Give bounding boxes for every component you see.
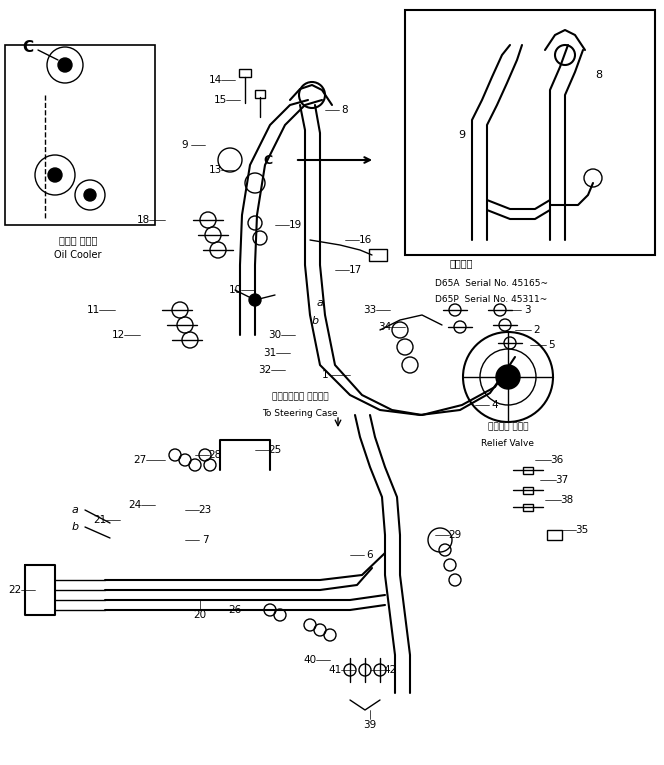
Text: 13: 13 (208, 165, 222, 175)
Text: 21: 21 (94, 515, 107, 525)
Bar (369, 249, 387, 261)
Text: 31: 31 (264, 348, 277, 358)
Text: To Steering Case: To Steering Case (262, 409, 338, 418)
Text: ステアリング ケースヘ: ステアリング ケースヘ (272, 392, 328, 402)
Bar (523, 467, 533, 474)
Text: 30: 30 (268, 330, 282, 340)
Bar (5, 45, 155, 225)
Circle shape (84, 189, 96, 201)
Circle shape (496, 365, 520, 389)
Text: Oil Cooler: Oil Cooler (54, 250, 102, 260)
Text: 適用号機: 適用号機 (450, 258, 473, 268)
Text: 17: 17 (349, 265, 362, 275)
Text: 35: 35 (576, 525, 588, 535)
Text: 40: 40 (303, 655, 317, 665)
Text: D65P  Serial No. 45311~: D65P Serial No. 45311~ (435, 295, 547, 304)
Text: 25: 25 (268, 445, 282, 455)
Text: 9: 9 (458, 130, 465, 140)
Bar (523, 503, 533, 510)
Text: 8: 8 (342, 105, 349, 115)
Text: 18: 18 (136, 215, 149, 225)
Text: 10: 10 (228, 285, 242, 295)
Text: 14: 14 (208, 75, 222, 85)
Text: C: C (23, 40, 34, 54)
Text: 2: 2 (534, 325, 540, 335)
Text: 27: 27 (133, 455, 147, 465)
Circle shape (58, 58, 72, 72)
Text: 34: 34 (378, 322, 392, 332)
Text: 32: 32 (258, 365, 272, 375)
Text: a: a (72, 505, 78, 515)
Bar (548, 530, 562, 540)
Text: 41: 41 (329, 665, 341, 675)
Text: 24: 24 (128, 500, 141, 510)
Text: 9: 9 (182, 140, 189, 150)
Text: 8: 8 (595, 70, 602, 80)
Text: b: b (311, 316, 319, 326)
Bar (523, 487, 533, 493)
Text: 11: 11 (86, 305, 100, 315)
Text: 5: 5 (548, 340, 555, 350)
Text: a: a (317, 298, 323, 308)
Circle shape (48, 168, 62, 182)
Text: Relief Valve: Relief Valve (481, 438, 535, 448)
Text: 36: 36 (550, 455, 564, 465)
Text: 42: 42 (383, 665, 396, 675)
Text: 15: 15 (213, 95, 226, 105)
Bar (239, 69, 251, 77)
Text: 29: 29 (448, 530, 461, 540)
Text: b: b (72, 522, 78, 532)
Text: オイル クーラ: オイル クーラ (59, 235, 97, 245)
Text: 6: 6 (367, 550, 373, 560)
Text: 33: 33 (363, 305, 376, 315)
Text: 38: 38 (560, 495, 574, 505)
Text: 20: 20 (193, 610, 207, 620)
Text: 37: 37 (555, 475, 568, 485)
Text: 26: 26 (228, 605, 242, 615)
Text: 1: 1 (321, 370, 328, 380)
Bar (255, 90, 265, 97)
Text: 23: 23 (199, 505, 212, 515)
Text: 22: 22 (9, 585, 22, 595)
Circle shape (249, 294, 261, 306)
Text: D65A  Serial No. 45165~: D65A Serial No. 45165~ (435, 278, 548, 288)
Text: 19: 19 (288, 220, 301, 230)
Text: 16: 16 (359, 235, 372, 245)
Text: 4: 4 (491, 400, 498, 410)
Text: 12: 12 (112, 330, 125, 340)
Bar (405, 10, 655, 255)
Text: C: C (264, 154, 272, 167)
Text: 39: 39 (363, 720, 376, 730)
Text: 3: 3 (524, 305, 531, 315)
Text: 7: 7 (202, 535, 208, 545)
Text: 28: 28 (208, 450, 222, 460)
Text: リリーフ バルブ: リリーフ バルブ (488, 422, 529, 431)
